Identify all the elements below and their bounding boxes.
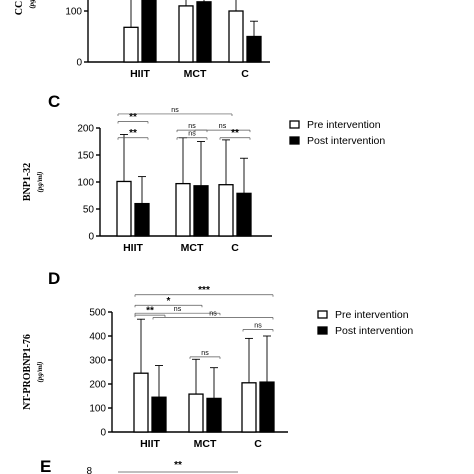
y-tick-label: 100 [89,404,106,415]
bar-pre [175,182,191,237]
legend-label-post: Post intervention [335,325,413,337]
y-tick-label: 50 [83,205,95,216]
bar-post [246,35,262,63]
y-tick-label: 0 [88,232,94,243]
legend-swatch-post [289,136,300,145]
bar-pre [188,393,204,433]
panel-b-partial: 0 100 CC (pg HIIT MCT C [14,0,270,80]
y-tick-label: 500 [89,308,106,319]
y-tick-label: 0 [100,428,106,439]
y-tick-label: 300 [89,356,106,367]
y-tick-label: 400 [89,332,106,343]
y-axis-label: CC [14,1,25,15]
y-tick-label: 100 [65,7,82,18]
significance-label: ns [171,107,179,114]
legend-swatch-post [317,326,328,335]
bar-pre [123,26,139,63]
bar-pre [218,184,234,237]
tick-label: 8 [86,466,92,474]
significance-label: ns [219,123,227,130]
y-tick-label: 200 [77,124,94,135]
significance-label: ** [129,112,137,123]
significance-label: ** [129,128,137,139]
bar-pre [178,5,194,63]
legend-swatch-pre [317,310,328,319]
significance-label: ns [201,350,209,357]
category-label: MCT [181,242,204,254]
bar-post [193,185,209,237]
panel-label: E [40,457,51,474]
legend-label-pre: Pre intervention [307,119,381,131]
y-axis-unit: (pg/ml) [36,362,44,383]
bar-post [196,1,212,63]
legend-label-post: Post intervention [307,135,385,147]
category-label: HIIT [123,242,143,254]
y-axis-unit: (pg [28,0,36,9]
legend-swatch-pre [289,120,300,129]
significance-label: *** [198,285,210,296]
significance-label: ns [254,323,262,330]
y-tick-label: 100 [77,178,94,189]
legend-label-pre: Pre intervention [335,309,409,321]
category-label: C [231,242,239,254]
significance-label: ** [146,306,154,317]
panel-label: D [48,269,60,288]
y-axis-unit: (pg/ml) [36,172,44,193]
bar-pre [133,372,149,433]
significance-label: ** [174,460,182,471]
category-label: C [241,68,249,80]
y-tick-label: 0 [76,58,82,69]
significance-label: ** [231,128,239,139]
significance-label: ns [209,311,217,318]
category-label: HIIT [130,68,150,80]
bar-pre [241,382,257,433]
category-label: HIIT [140,438,160,450]
bar-post [206,397,222,433]
y-axis-label: BNP1-32 [22,163,33,201]
significance-label: * [167,296,171,307]
bar-post [236,192,252,237]
y-tick-label: 200 [89,380,106,391]
panel-e-partial: E ** 8 [40,457,238,474]
category-label: MCT [184,68,207,80]
panel-label: C [48,92,60,111]
category-label: C [254,438,262,450]
significance-label: ns [174,306,182,313]
y-tick-label: 150 [77,151,94,162]
y-axis-label: NT-PROBNP1-76 [22,334,33,410]
bar-post [141,0,157,63]
bar-post [151,396,167,433]
bar-pre [228,10,244,63]
panel-d: D 0 100 200 300 400 500 NT-PROBNP1-76 (pg/ml) HII… [22,269,413,450]
significance-label: ns [188,123,196,130]
category-label: MCT [194,438,217,450]
bar-post [259,381,275,433]
bar-pre [116,180,132,237]
significance-label: ns [188,131,196,138]
bar-post [134,202,150,237]
